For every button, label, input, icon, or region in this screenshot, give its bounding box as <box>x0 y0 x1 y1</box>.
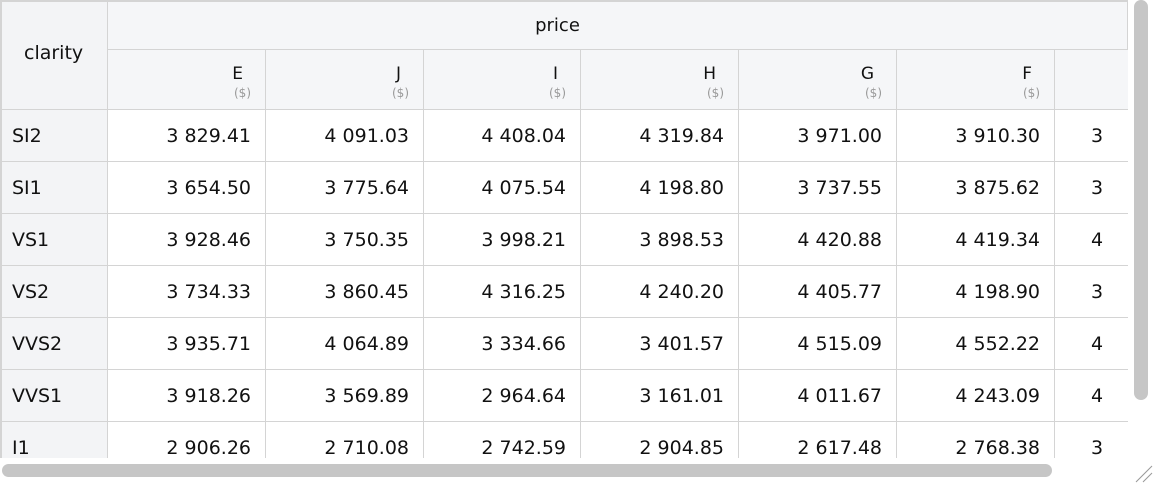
price-cell-partial: 4 <box>1055 214 1128 266</box>
column-name: F <box>1022 64 1032 84</box>
row-label: I1 <box>0 422 108 458</box>
column-header[interactable] <box>1055 50 1128 110</box>
price-cell: 3 875.62 <box>897 162 1055 214</box>
price-cell: 4 420.88 <box>739 214 897 266</box>
price-cell-partial: 3 <box>1055 162 1128 214</box>
group-header[interactable]: price <box>108 0 1128 50</box>
price-cell-partial: 3 <box>1055 422 1128 459</box>
price-cell: 3 750.35 <box>266 214 424 266</box>
column-header[interactable]: F ($) <box>897 50 1055 110</box>
column-unit: ($) <box>865 86 882 100</box>
resize-handle[interactable] <box>1132 462 1154 484</box>
column-unit: ($) <box>549 86 566 100</box>
price-cell: 3 998.21 <box>424 214 581 266</box>
price-cell: 3 334.66 <box>424 318 581 370</box>
column-header[interactable]: E ($) <box>108 50 266 110</box>
column-header[interactable]: I ($) <box>424 50 581 110</box>
column-name: G <box>860 64 874 84</box>
price-cell: 4 075.54 <box>424 162 581 214</box>
column-header[interactable]: G ($) <box>739 50 897 110</box>
price-cell-partial: 3 <box>1055 266 1128 318</box>
price-cell-partial: 4 <box>1055 370 1128 422</box>
column-unit: ($) <box>234 86 251 100</box>
price-cell: 3 654.50 <box>108 162 266 214</box>
price-cell: 3 971.00 <box>739 110 897 162</box>
price-cell: 4 319.84 <box>581 110 739 162</box>
price-cell: 4 091.03 <box>266 110 424 162</box>
price-cell: 3 935.71 <box>108 318 266 370</box>
row-label: VS2 <box>0 266 108 318</box>
price-cell: 4 552.22 <box>897 318 1055 370</box>
horizontal-scrollbar[interactable] <box>2 464 1052 477</box>
price-cell: 4 064.89 <box>266 318 424 370</box>
row-label: VS1 <box>0 214 108 266</box>
price-cell: 3 734.33 <box>108 266 266 318</box>
column-unit: ($) <box>707 86 724 100</box>
price-cell: 3 918.26 <box>108 370 266 422</box>
column-header[interactable]: H ($) <box>581 50 739 110</box>
price-cell: 4 515.09 <box>739 318 897 370</box>
price-cell: 3 860.45 <box>266 266 424 318</box>
price-cell: 2 904.85 <box>581 422 739 458</box>
table-grid: clarity price E ($) J ($) I ($) H ($) G ($) F ($) SI2 3… <box>0 0 1128 458</box>
price-cell: 2 742.59 <box>424 422 581 458</box>
price-cell: 4 419.34 <box>897 214 1055 266</box>
price-cell: 4 011.67 <box>739 370 897 422</box>
price-cell: 3 775.64 <box>266 162 424 214</box>
price-cell: 2 617.48 <box>739 422 897 458</box>
column-unit: ($) <box>392 86 409 100</box>
price-cell: 3 898.53 <box>581 214 739 266</box>
price-cell: 4 243.09 <box>897 370 1055 422</box>
price-cell: 4 405.77 <box>739 266 897 318</box>
price-cell-partial: 3 <box>1055 110 1128 162</box>
price-cell: 4 408.04 <box>424 110 581 162</box>
column-name: H <box>703 64 716 84</box>
price-cell: 4 198.90 <box>897 266 1055 318</box>
price-cell: 3 910.30 <box>897 110 1055 162</box>
price-cell: 4 198.80 <box>581 162 739 214</box>
price-cell: 3 401.57 <box>581 318 739 370</box>
row-label: VVS1 <box>0 370 108 422</box>
vertical-scrollbar[interactable] <box>1134 0 1148 400</box>
column-unit: ($) <box>1023 86 1040 100</box>
price-cell: 3 928.46 <box>108 214 266 266</box>
index-header[interactable]: clarity <box>0 0 108 110</box>
row-label: VVS2 <box>0 318 108 370</box>
column-header[interactable]: J ($) <box>266 50 424 110</box>
price-cell: 3 569.89 <box>266 370 424 422</box>
row-label: SI1 <box>0 162 108 214</box>
column-name: E <box>232 64 243 84</box>
price-cell: 2 710.08 <box>266 422 424 458</box>
price-cell: 3 737.55 <box>739 162 897 214</box>
price-cell-partial: 4 <box>1055 318 1128 370</box>
column-name: J <box>395 64 401 84</box>
price-cell: 2 964.64 <box>424 370 581 422</box>
price-cell: 2 768.38 <box>897 422 1055 458</box>
price-cell: 4 240.20 <box>581 266 739 318</box>
price-cell: 2 906.26 <box>108 422 266 458</box>
price-cell: 4 316.25 <box>424 266 581 318</box>
price-cell: 3 161.01 <box>581 370 739 422</box>
price-cell: 3 829.41 <box>108 110 266 162</box>
row-label: SI2 <box>0 110 108 162</box>
column-name: I <box>552 64 558 84</box>
